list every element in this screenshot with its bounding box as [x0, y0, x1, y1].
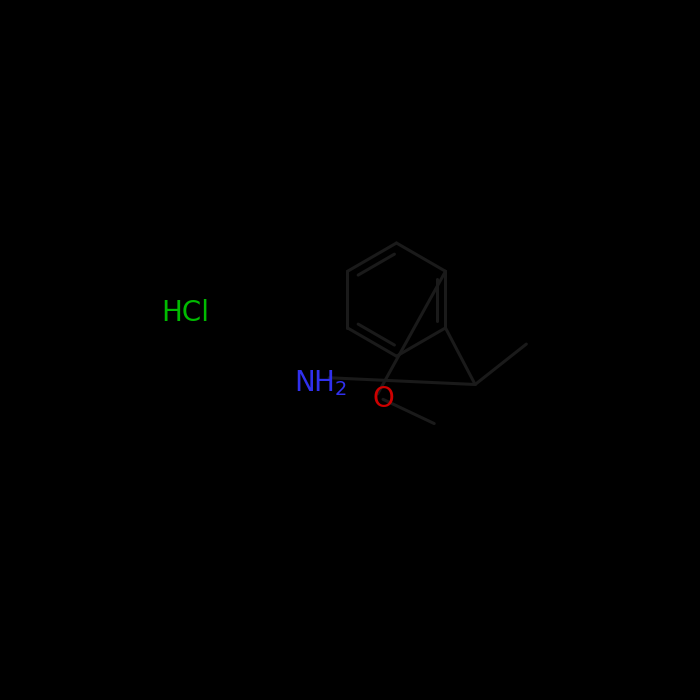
- Text: NH$_2$: NH$_2$: [295, 368, 348, 398]
- Text: O: O: [372, 385, 394, 413]
- Text: HCl: HCl: [161, 299, 209, 327]
